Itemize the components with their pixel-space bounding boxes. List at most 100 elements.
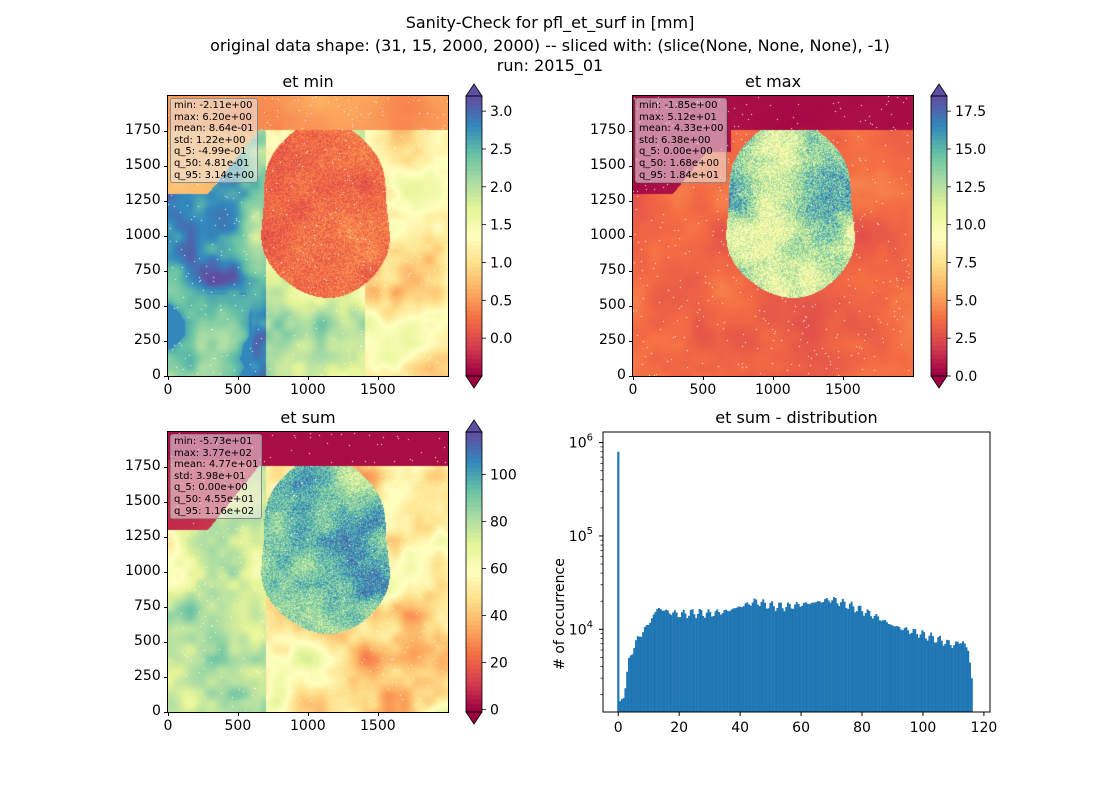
colorbar-segment bbox=[466, 319, 482, 325]
histogram-bar bbox=[937, 637, 940, 712]
colorbar-segment bbox=[931, 231, 947, 237]
histogram-bar bbox=[677, 617, 680, 712]
histogram-bar bbox=[672, 612, 675, 712]
colorbar-segment bbox=[931, 174, 947, 180]
colorbar-segment bbox=[466, 506, 482, 512]
histogram-bar bbox=[873, 615, 876, 712]
stats-box-et-sum: min: -5.73e+01 max: 3.77e+02 mean: 4.77e… bbox=[170, 434, 263, 520]
histogram-bar bbox=[855, 611, 858, 712]
histogram-bar bbox=[917, 637, 920, 712]
histogram-bar bbox=[912, 629, 915, 712]
colorbar-segment bbox=[931, 271, 947, 276]
colorbar-segment bbox=[931, 236, 947, 241]
colorbar-segment bbox=[466, 117, 482, 123]
colorbar-segment bbox=[931, 96, 947, 101]
histogram-bar bbox=[825, 598, 828, 712]
x-tick-label: 500 bbox=[224, 718, 252, 734]
colorbar-segment bbox=[466, 288, 482, 294]
histogram-bar bbox=[779, 602, 782, 712]
colorbar-segment bbox=[466, 179, 482, 185]
colorbar-segment bbox=[931, 214, 947, 220]
y-tick-label: 1000 bbox=[125, 227, 161, 243]
y-tick-mark bbox=[164, 236, 168, 237]
histogram-bar bbox=[794, 604, 797, 712]
colorbar-tick-label: 20 bbox=[490, 656, 508, 672]
histogram-bar bbox=[953, 645, 956, 712]
hist-x-tick-label: 100 bbox=[910, 720, 937, 736]
histogram-bar bbox=[742, 605, 745, 712]
colorbar-segment bbox=[466, 332, 482, 338]
histogram-bar bbox=[735, 607, 738, 712]
colorbar-segment bbox=[466, 349, 482, 355]
histogram-bar bbox=[914, 629, 917, 712]
colorbar-segment bbox=[466, 362, 482, 368]
histogram-bar bbox=[827, 600, 830, 712]
colorbar-segment bbox=[466, 122, 482, 128]
histogram-bar bbox=[668, 613, 671, 712]
colorbar-segment bbox=[466, 205, 482, 211]
histogram-bar bbox=[709, 611, 712, 712]
histogram-bar bbox=[696, 613, 699, 712]
colorbar-segment bbox=[931, 279, 947, 285]
y-tick-label: 250 bbox=[134, 332, 161, 348]
histogram-bar bbox=[792, 608, 795, 712]
figure-title-line1: Sanity-Check for pfl_et_surf in [mm] bbox=[405, 13, 695, 32]
y-tick-mark bbox=[164, 467, 168, 468]
histogram-bar bbox=[854, 612, 857, 712]
colorbar-segment bbox=[466, 279, 482, 285]
x-tick-label: 500 bbox=[689, 382, 717, 398]
histogram-bar bbox=[908, 633, 911, 712]
colorbar-segment bbox=[466, 593, 482, 599]
histogram-bar bbox=[859, 605, 862, 712]
colorbar-segment bbox=[466, 580, 482, 586]
colorbar-segment bbox=[466, 567, 482, 573]
hist-x-tick-label: 0 bbox=[614, 720, 623, 736]
hist-x-tick-label: 40 bbox=[731, 720, 749, 736]
colorbar-segment bbox=[466, 275, 482, 281]
colorbar-tick-label: 100 bbox=[490, 467, 517, 483]
colorbar-segment bbox=[931, 327, 947, 333]
colorbar-segment bbox=[466, 449, 482, 455]
colorbar-segment bbox=[466, 572, 482, 577]
colorbar-segment bbox=[466, 310, 482, 316]
histogram-bar bbox=[898, 627, 901, 712]
colorbar-tick-label: 3.0 bbox=[490, 104, 512, 120]
colorbar-segment bbox=[466, 707, 482, 713]
histogram-bar bbox=[864, 613, 867, 712]
colorbar-segment bbox=[931, 131, 947, 136]
y-tick-label: 1000 bbox=[590, 227, 626, 243]
colorbar-segment bbox=[466, 681, 482, 687]
colorbar-segment bbox=[931, 319, 947, 325]
colorbar-et-max: 0.0 2.5 5.0 7.5 10.0 12.5 15.0 17.5 bbox=[930, 83, 986, 389]
histogram-bar bbox=[889, 624, 892, 712]
y-tick-label: 500 bbox=[599, 297, 626, 313]
figure-title-line3: run: 2015_01 bbox=[496, 56, 604, 75]
histogram-bar bbox=[871, 618, 874, 712]
colorbar-segment bbox=[466, 611, 482, 617]
histogram-bar bbox=[822, 601, 825, 712]
colorbar-segment bbox=[466, 236, 482, 241]
histogram-bar bbox=[778, 602, 781, 712]
colorbar-segment bbox=[466, 126, 482, 132]
hist-y-tick-label: 104 bbox=[569, 619, 593, 638]
colorbar-segment bbox=[466, 519, 482, 525]
histogram-bar bbox=[969, 662, 972, 712]
histogram-bar bbox=[765, 608, 768, 712]
colorbar-segment bbox=[466, 545, 482, 551]
histogram-bar bbox=[645, 625, 648, 712]
colorbar-segment bbox=[466, 550, 482, 556]
x-tick-label: 1000 bbox=[290, 718, 326, 734]
x-tick-mark bbox=[703, 376, 704, 380]
histogram-frame bbox=[602, 431, 991, 713]
colorbar-segment bbox=[466, 703, 482, 709]
colorbar-segment bbox=[466, 694, 482, 700]
colorbar-segment bbox=[466, 336, 482, 342]
histogram-bar bbox=[619, 701, 622, 712]
histogram-bar bbox=[654, 611, 657, 712]
colorbar-segment bbox=[931, 262, 947, 268]
colorbar-frame bbox=[930, 95, 948, 377]
histogram-bar bbox=[808, 604, 811, 712]
histogram-bar bbox=[963, 643, 966, 712]
y-tick-mark bbox=[164, 201, 168, 202]
colorbar-segment bbox=[931, 122, 947, 128]
